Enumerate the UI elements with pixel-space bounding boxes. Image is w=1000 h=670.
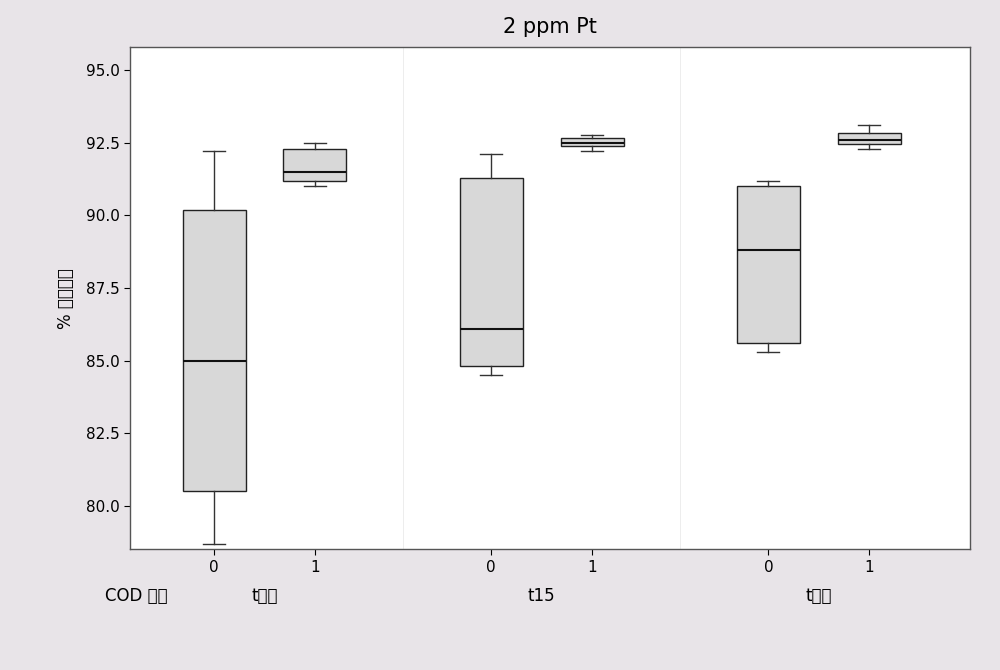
Y-axis label: % 面积产物: % 面积产物 bbox=[57, 268, 75, 328]
Text: t最终: t最终 bbox=[806, 587, 832, 605]
Bar bbox=[182, 210, 246, 491]
Title: 2 ppm Pt: 2 ppm Pt bbox=[503, 17, 597, 37]
Text: t初始: t初始 bbox=[251, 587, 278, 605]
Bar bbox=[737, 186, 800, 343]
Text: COD 当量: COD 当量 bbox=[105, 587, 167, 605]
Bar bbox=[283, 149, 346, 180]
Bar bbox=[560, 139, 624, 145]
Text: t15: t15 bbox=[528, 587, 555, 605]
Bar bbox=[460, 178, 523, 366]
Bar bbox=[838, 133, 901, 144]
